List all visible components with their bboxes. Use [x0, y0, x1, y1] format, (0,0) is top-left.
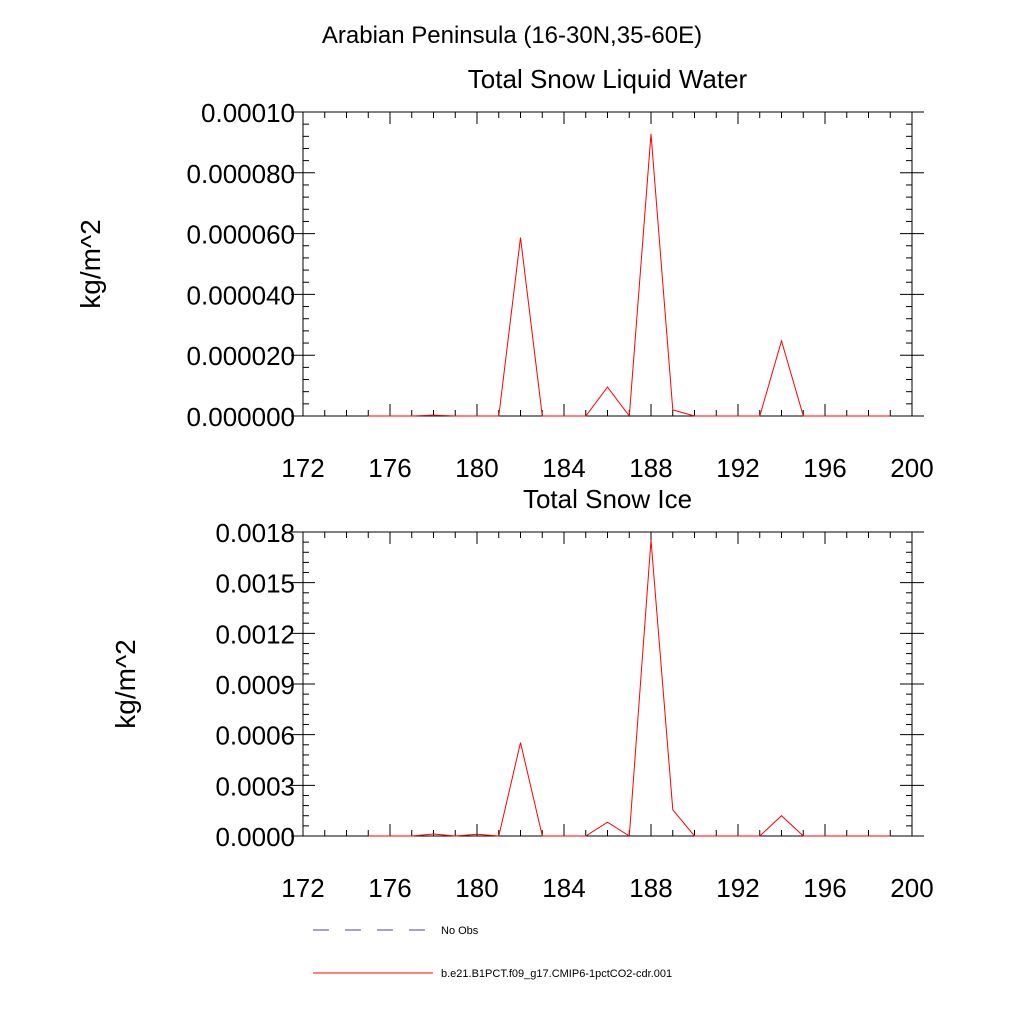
y-tick-label: 0.0018 [215, 518, 295, 548]
figure-title: Arabian Peninsula (16-30N,35-60E) [322, 22, 702, 49]
x-tick-label: 196 [803, 873, 846, 903]
y-axis-label: kg/m^2 [75, 219, 106, 308]
series-line [368, 540, 891, 837]
x-tick-label: 180 [455, 873, 498, 903]
x-tick-label: 176 [368, 453, 411, 483]
y-tick-label: 0.0015 [215, 569, 295, 599]
y-tick-label: 0.000000 [187, 402, 295, 432]
legend-label-model: b.e21.B1PCT.f09_g17.CMIP6-1pctCO2-cdr.00… [441, 968, 672, 980]
plot-frame [302, 531, 913, 837]
x-tick-label: 172 [281, 453, 324, 483]
x-tick-label: 192 [716, 453, 759, 483]
x-tick-label: 196 [803, 453, 846, 483]
y-tick-label: 0.000020 [187, 341, 295, 371]
x-tick-label: 184 [542, 873, 585, 903]
x-tick-label: 200 [890, 873, 933, 903]
y-tick-label: 0.000080 [187, 159, 295, 189]
y-tick-label: 0.000060 [187, 220, 295, 250]
x-tick-label: 188 [629, 873, 672, 903]
y-tick-label: 0.000040 [187, 280, 295, 310]
plot-frame [302, 111, 913, 417]
y-tick-label: 0.0003 [215, 771, 295, 801]
chart-panel-snow-liquid-water: Total Snow Liquid Water 172 176 180 184 188 19… [75, 64, 934, 483]
legend: No Obs b.e21.B1PCT.f09_g17.CMIP6-1pctCO2… [313, 925, 672, 980]
chart-title: Total Snow Ice [523, 484, 692, 514]
x-tick-label: 188 [629, 453, 672, 483]
y-tick-label: 0.0009 [215, 670, 295, 700]
y-tick-label: 0.0006 [215, 721, 295, 751]
chart-title: Total Snow Liquid Water [468, 64, 748, 94]
chart-panel-snow-ice: Total Snow Ice 172 176 180 184 188 192 196 200 0.… [110, 484, 934, 903]
x-tick-label: 180 [455, 453, 498, 483]
y-tick-label: 0.0000 [215, 822, 295, 852]
legend-label-no-obs: No Obs [441, 925, 479, 937]
x-tick-label: 176 [368, 873, 411, 903]
x-tick-label: 200 [890, 453, 933, 483]
x-tick-label: 172 [281, 873, 324, 903]
y-tick-label: 0.0012 [215, 619, 295, 649]
x-tick-label: 192 [716, 873, 759, 903]
y-tick-label: 0.00010 [201, 98, 295, 128]
y-axis-label: kg/m^2 [110, 639, 141, 728]
series-line [368, 133, 891, 418]
x-tick-label: 184 [542, 453, 585, 483]
